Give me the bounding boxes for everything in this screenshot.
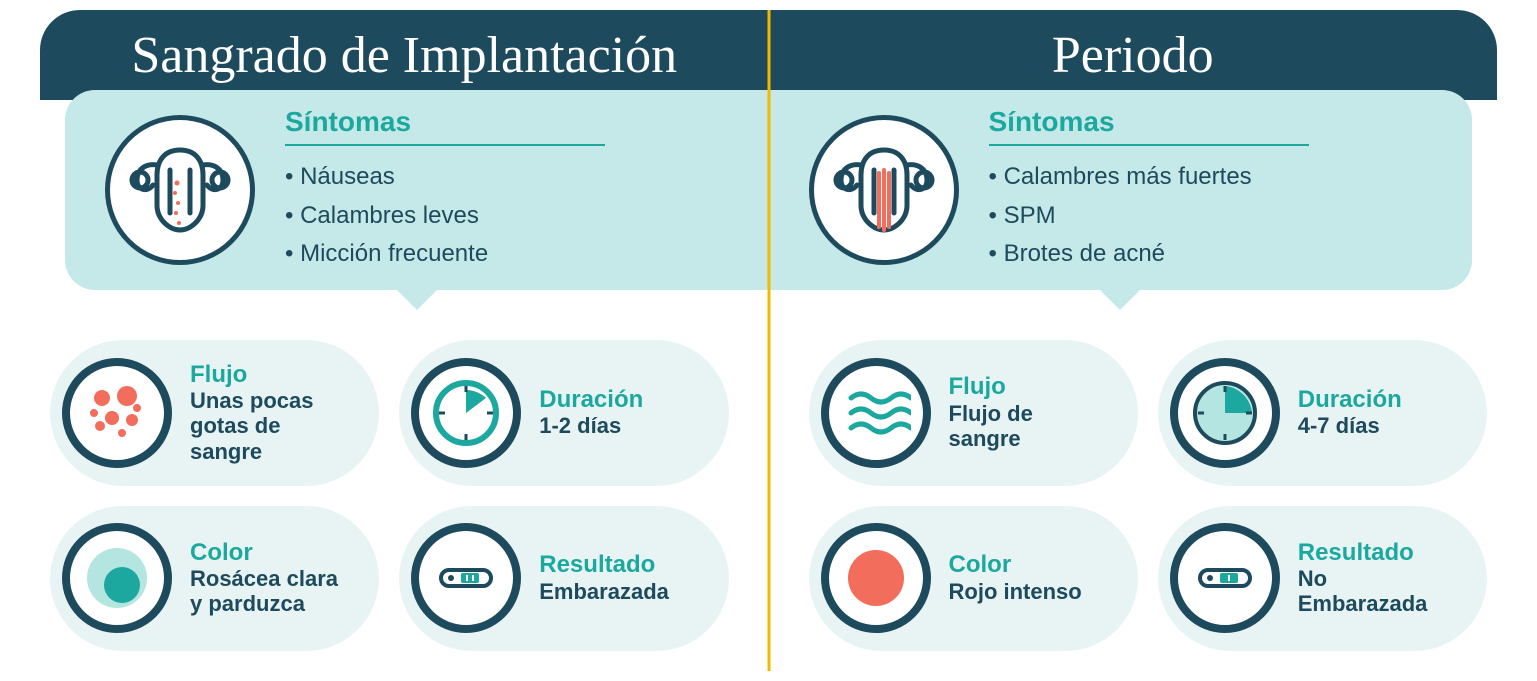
- card-value: No Embarazada: [1298, 566, 1455, 617]
- card-label: Resultado: [1298, 540, 1455, 566]
- card-label: Color: [949, 552, 1106, 578]
- card-value: Embarazada: [539, 579, 696, 604]
- card-duracion-right: Duración 4-7 días: [1158, 340, 1487, 486]
- card-value: Rojo intenso: [949, 579, 1106, 604]
- symptoms-list-left: Náuseas Calambres leves Micción frecuent…: [285, 158, 729, 273]
- card-label: Duración: [1298, 387, 1455, 413]
- card-text: Resultado Embarazada: [539, 552, 716, 604]
- color-dark-icon: [821, 523, 931, 633]
- symptoms-text-right: Síntomas Calambres más fuertes SPM Brote…: [989, 106, 1433, 273]
- card-text: Flujo Unas pocas gotas de sangre: [190, 362, 367, 464]
- cards-left: Flujo Unas pocas gotas de sangre Duració…: [10, 320, 769, 671]
- symptom-item: Náuseas: [285, 158, 729, 196]
- header-left: Sangrado de Implantación: [40, 10, 769, 100]
- card-text: Color Rojo intenso: [949, 552, 1126, 604]
- symptoms-text-left: Síntomas Náuseas Calambres leves Micción…: [285, 106, 729, 273]
- card-value: 1-2 días: [539, 413, 696, 438]
- title-left: Sangrado de Implantación: [131, 26, 677, 85]
- symptoms-left: Síntomas Náuseas Calambres leves Micción…: [65, 90, 769, 290]
- card-value: 4-7 días: [1298, 413, 1455, 438]
- card-color-right: Color Rojo intenso: [809, 506, 1138, 652]
- test-pos-icon: [411, 523, 521, 633]
- symptoms-heading-right: Síntomas: [989, 106, 1309, 146]
- card-label: Flujo: [949, 374, 1106, 400]
- card-label: Flujo: [190, 362, 347, 388]
- uterus-drip-icon: [105, 115, 255, 265]
- symptom-item: Micción frecuente: [285, 235, 729, 273]
- infographic-root: Sangrado de Implantación Periodo: [10, 10, 1527, 671]
- card-label: Color: [190, 540, 347, 566]
- symptoms-heading-left: Síntomas: [285, 106, 605, 146]
- card-value: Flujo de sangre: [949, 401, 1106, 452]
- card-value: Unas pocas gotas de sangre: [190, 388, 347, 464]
- card-text: Resultado No Embarazada: [1298, 540, 1475, 617]
- card-text: Color Rosácea clara y parduzca: [190, 540, 367, 617]
- cards-right: Flujo Flujo de sangre Duración 4-7 días: [769, 320, 1528, 671]
- card-flujo-left: Flujo Unas pocas gotas de sangre: [50, 340, 379, 486]
- card-value: Rosácea clara y parduzca: [190, 566, 347, 617]
- pointer-left: [392, 285, 442, 310]
- pointer-right: [1095, 285, 1145, 310]
- card-resultado-left: Resultado Embarazada: [399, 506, 728, 652]
- symptom-item: SPM: [989, 197, 1433, 235]
- header-right: Periodo: [769, 10, 1498, 100]
- waves-icon: [821, 358, 931, 468]
- card-text: Duración 1-2 días: [539, 387, 716, 439]
- symptoms-list-right: Calambres más fuertes SPM Brotes de acné: [989, 158, 1433, 273]
- vertical-divider: [767, 10, 770, 671]
- card-duracion-left: Duración 1-2 días: [399, 340, 728, 486]
- clock-long-icon: [1170, 358, 1280, 468]
- card-resultado-right: Resultado No Embarazada: [1158, 506, 1487, 652]
- symptoms-right: Síntomas Calambres más fuertes SPM Brote…: [769, 90, 1473, 290]
- card-label: Resultado: [539, 552, 696, 578]
- title-right: Periodo: [1052, 26, 1214, 85]
- symptom-item: Calambres leves: [285, 197, 729, 235]
- card-flujo-right: Flujo Flujo de sangre: [809, 340, 1138, 486]
- uterus-flow-icon: [809, 115, 959, 265]
- card-text: Duración 4-7 días: [1298, 387, 1475, 439]
- card-color-left: Color Rosácea clara y parduzca: [50, 506, 379, 652]
- color-light-icon: [62, 523, 172, 633]
- card-label: Duración: [539, 387, 696, 413]
- symptom-item: Brotes de acné: [989, 235, 1433, 273]
- symptom-item: Calambres más fuertes: [989, 158, 1433, 196]
- test-neg-icon: [1170, 523, 1280, 633]
- clock-short-icon: [411, 358, 521, 468]
- drops-icon: [62, 358, 172, 468]
- card-text: Flujo Flujo de sangre: [949, 374, 1126, 451]
